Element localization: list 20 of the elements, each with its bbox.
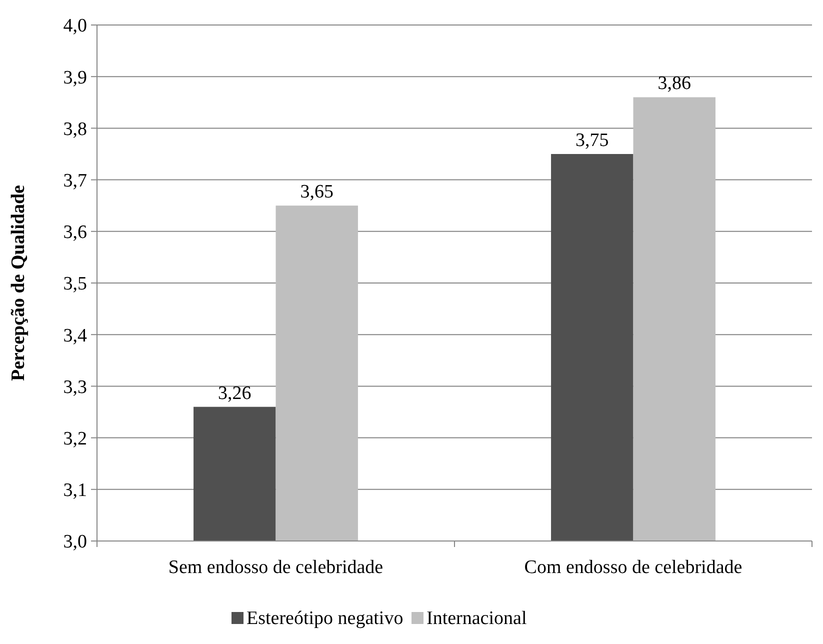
y-tick-label: 3,9: [63, 67, 87, 88]
y-tick-label: 3,8: [63, 118, 87, 140]
y-tick-label: 3,4: [63, 325, 88, 346]
data-label: 3,86: [658, 73, 691, 94]
x-tick-label: Com endosso de celebridade: [524, 557, 742, 578]
data-label: 3,65: [300, 182, 334, 203]
y-tick-label: 3,3: [63, 376, 87, 398]
data-label: 3,26: [218, 382, 252, 404]
x-tick-label: Sem endosso de celebridade: [168, 557, 384, 578]
y-axis-title: Percepção de Qualidade: [8, 185, 29, 381]
y-tick-label: 3,7: [63, 170, 87, 192]
y-tick-label: 3,5: [63, 274, 87, 295]
y-tick-label: 3,6: [63, 222, 87, 244]
y-tick-label: 3,2: [63, 428, 87, 450]
y-tick-label: 3,0: [63, 532, 87, 553]
legend-label: Estereótipo negativo: [246, 608, 404, 629]
y-tick-label: 4,0: [63, 16, 87, 37]
y-tick-label: 3,1: [63, 480, 87, 502]
legend-label: Internacional: [426, 608, 527, 629]
data-label: 3,75: [576, 130, 609, 151]
